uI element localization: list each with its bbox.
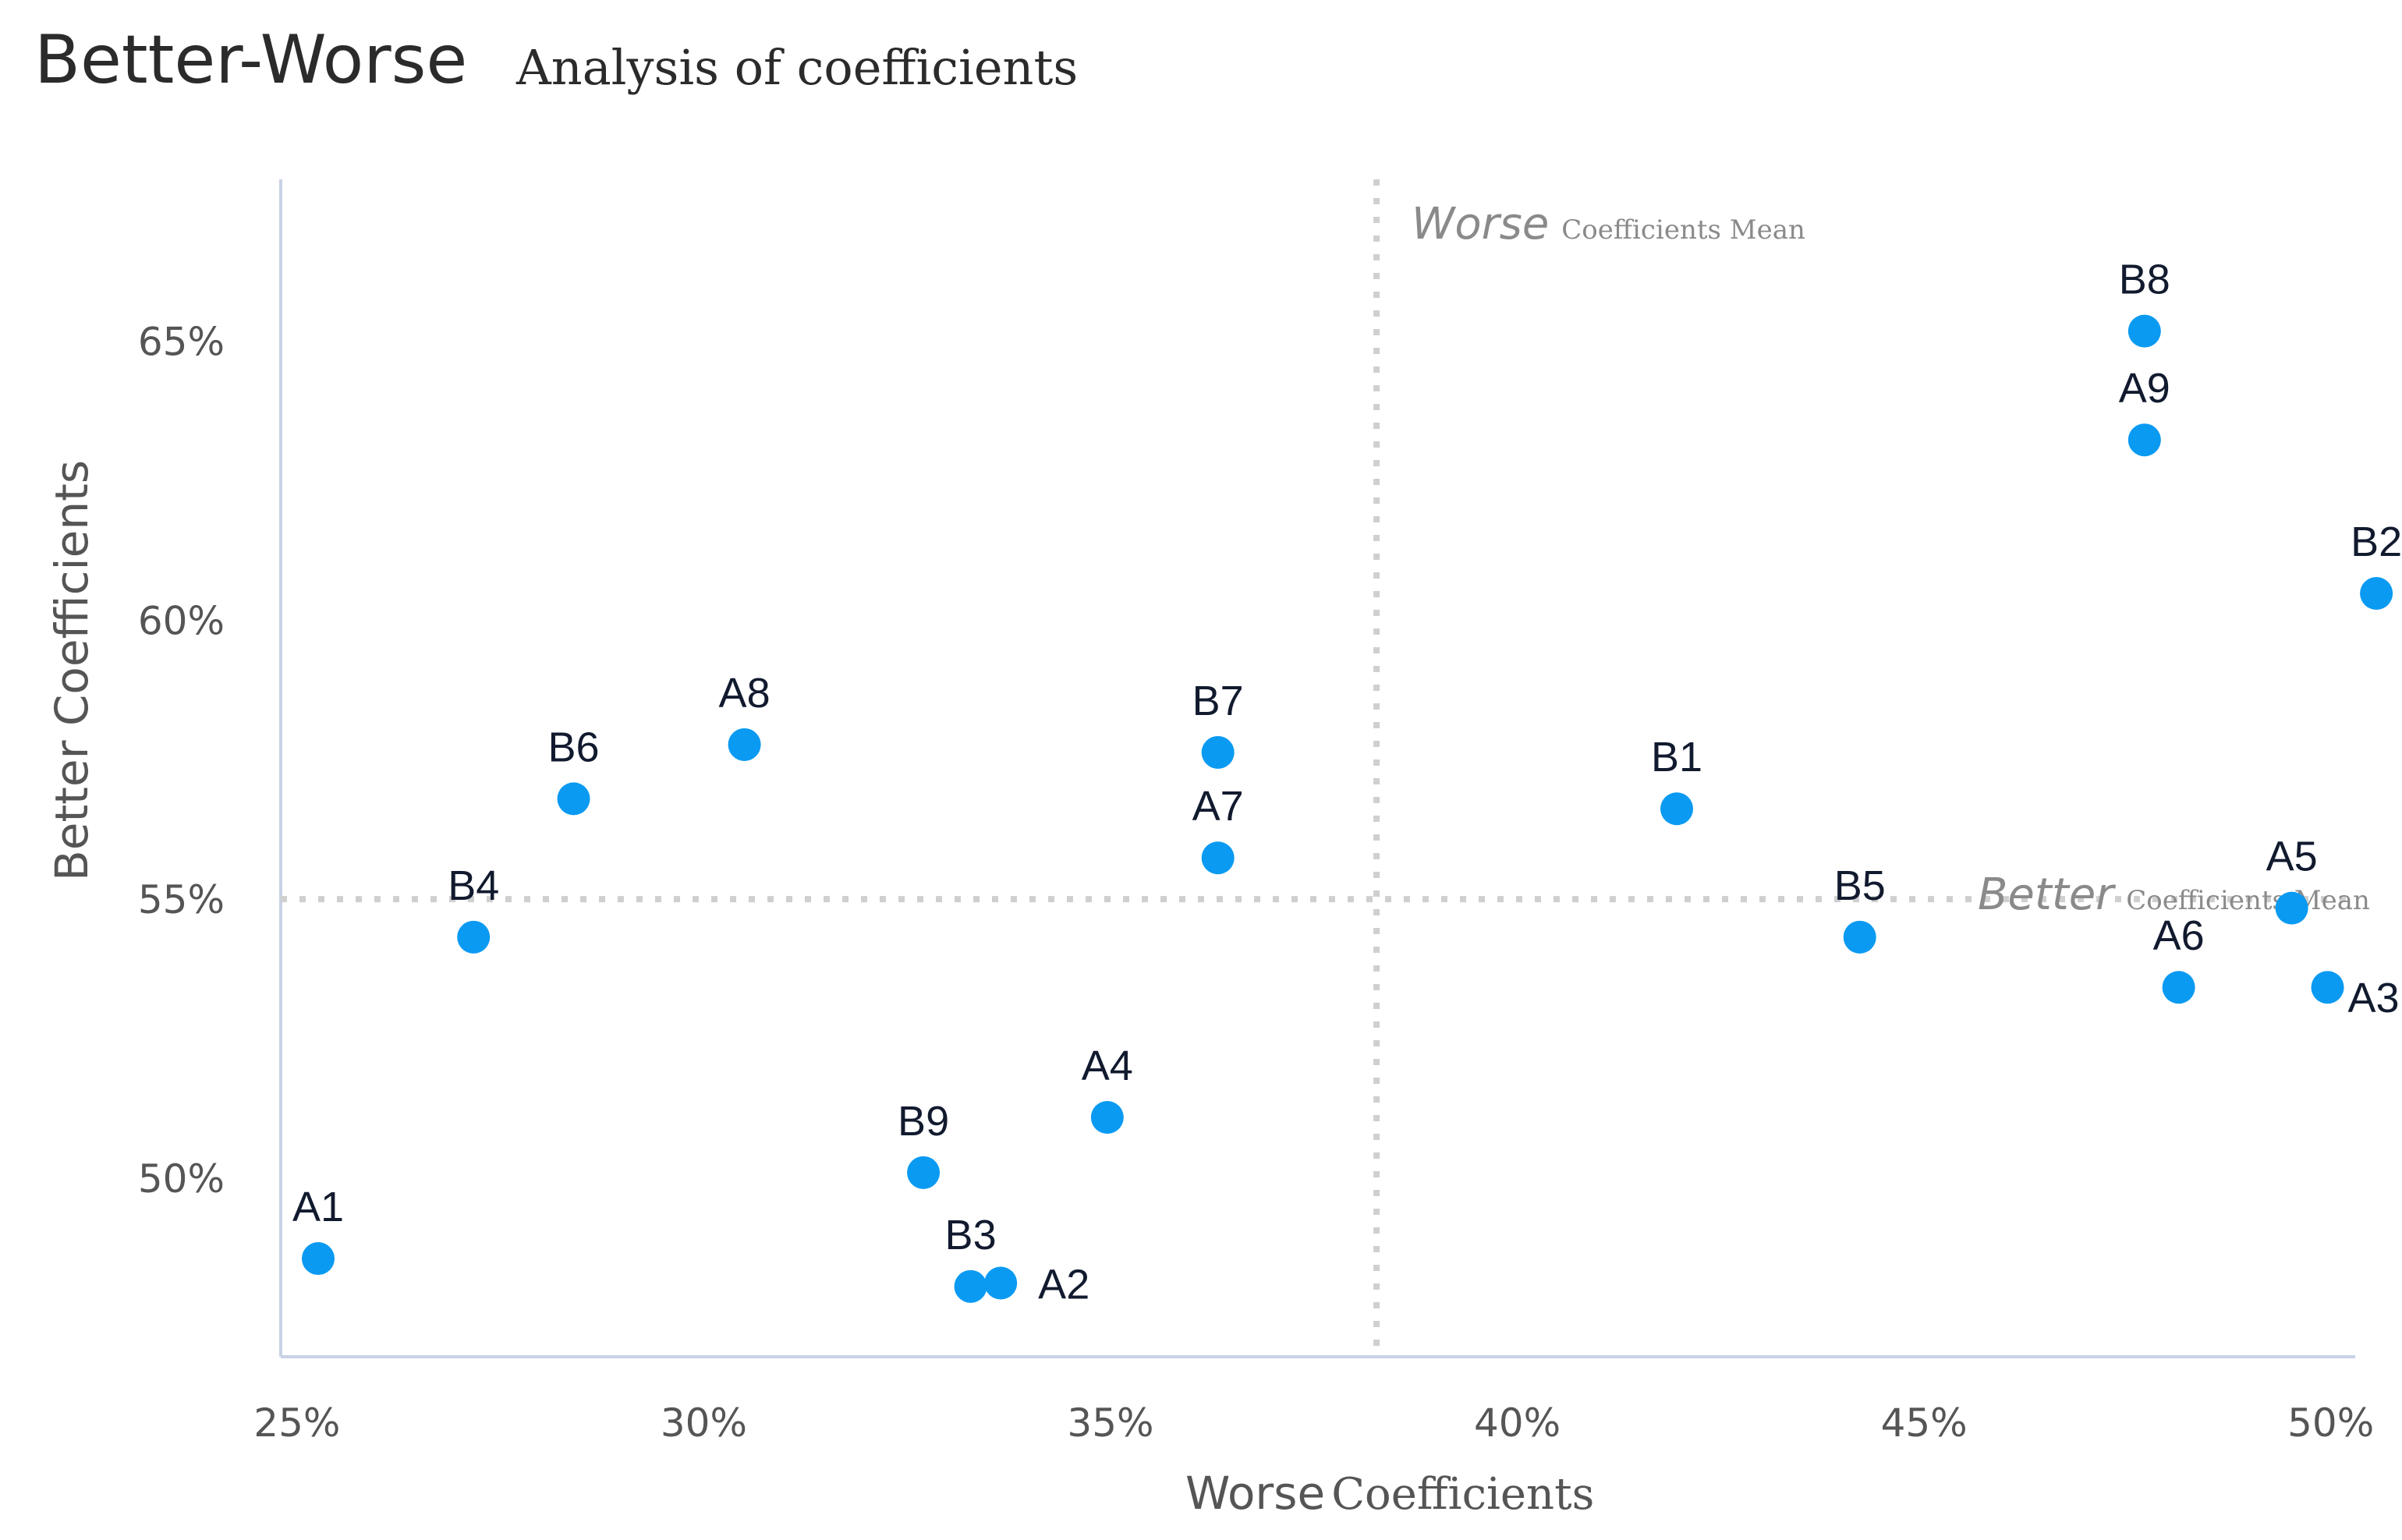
x-axis-label: Worse Coefficients <box>1185 1467 1594 1520</box>
point-label-a3: A3 <box>2348 975 2400 1021</box>
point-b3 <box>954 1269 987 1303</box>
point-label-a6: A6 <box>2153 912 2205 959</box>
better-mean-label-main: Better <box>1978 869 2116 920</box>
mean-lines: Worse Coefficients Mean Better Coefficie… <box>281 179 2370 1357</box>
point-label-b1: B1 <box>1651 734 1702 781</box>
point-b6 <box>557 782 590 816</box>
point-b2 <box>2360 577 2393 611</box>
point-label-b6: B6 <box>547 724 599 770</box>
point-a1 <box>301 1242 335 1276</box>
chart-title: Better-Worse <box>34 21 467 99</box>
point-a6 <box>2162 971 2195 1004</box>
point-label-b2: B2 <box>2351 519 2402 565</box>
x-tick-label: 35% <box>1067 1400 1153 1446</box>
point-label-b9: B9 <box>898 1098 949 1145</box>
x-tick-label: 25% <box>253 1400 340 1446</box>
point-label-b3: B3 <box>945 1212 997 1259</box>
point-a2 <box>984 1266 1018 1300</box>
x-tick-label: 40% <box>1474 1400 1561 1446</box>
x-tick-labels: 25% 30% 35% 40% 45% 50% <box>253 1400 2374 1446</box>
point-label-a1: A1 <box>292 1184 344 1230</box>
worse-mean-label: Worse Coefficients Mean <box>1412 199 1805 250</box>
point-label-b4: B4 <box>448 862 499 909</box>
point-label-a4: A4 <box>1082 1043 1133 1089</box>
y-tick-label: 65% <box>138 320 225 365</box>
x-axis-label-sub: Coefficients <box>1331 1469 1594 1520</box>
y-tick-labels: 50% 55% 60% 65% <box>138 320 225 1202</box>
x-tick-label: 50% <box>2287 1400 2374 1446</box>
data-points: A1 A2 A3 A4 A5 A6 A7 A8 A9 B1 B2 B3 B4 B5 B6 B7 B8 B9 <box>292 257 2402 1308</box>
worse-mean-label-main: Worse <box>1412 199 1549 250</box>
point-b5 <box>1843 920 1876 954</box>
y-tick-label: 55% <box>138 877 225 922</box>
better-mean-label: Better Coefficients Mean <box>1978 869 2370 920</box>
point-label-b7: B7 <box>1192 678 1244 724</box>
point-a3 <box>2311 971 2344 1004</box>
point-label-a7: A7 <box>1192 783 1244 830</box>
point-a5 <box>2275 891 2308 925</box>
point-label-b8: B8 <box>2119 257 2170 303</box>
x-tick-label: 30% <box>661 1400 747 1446</box>
point-b1 <box>1660 792 1694 826</box>
point-a7 <box>1201 841 1235 875</box>
x-axis-label-main: Worse <box>1185 1467 1325 1520</box>
x-tick-label: 45% <box>1881 1400 1968 1446</box>
chart-subtitle: Analysis of coefficients <box>515 39 1078 96</box>
point-a4 <box>1090 1100 1124 1134</box>
y-axis-label: Better Coefficients <box>45 460 98 881</box>
y-tick-label: 50% <box>138 1156 225 1202</box>
y-tick-label: 60% <box>138 598 225 643</box>
point-a8 <box>728 728 761 761</box>
point-b7 <box>1201 735 1235 769</box>
point-a9 <box>2127 423 2161 457</box>
point-b9 <box>907 1156 941 1189</box>
point-label-a8: A8 <box>719 670 771 717</box>
point-label-a9: A9 <box>2119 365 2170 412</box>
better-mean-label-sub: Coefficients Mean <box>2126 885 2370 916</box>
worse-mean-label-sub: Coefficients Mean <box>1561 214 1805 246</box>
point-b4 <box>457 920 491 954</box>
point-label-a5: A5 <box>2266 834 2318 880</box>
point-b8 <box>2127 314 2161 348</box>
point-label-b5: B5 <box>1834 862 1886 909</box>
point-label-a2: A2 <box>1038 1262 1089 1308</box>
